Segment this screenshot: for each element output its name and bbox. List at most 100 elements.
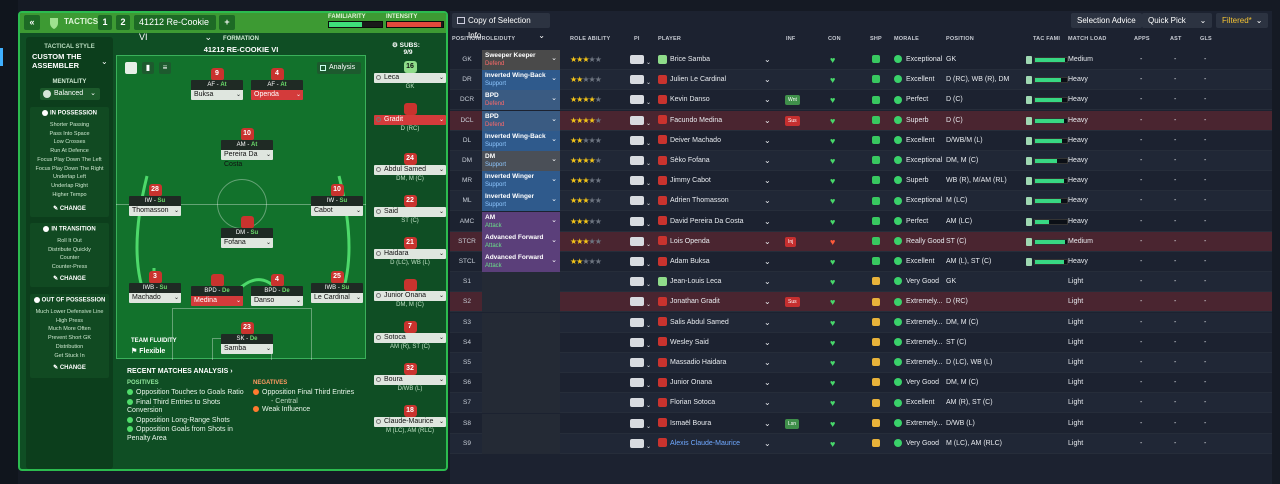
chevron-down-icon[interactable]: ⌄ <box>764 358 771 367</box>
role-duty-selector[interactable]: Inverted Winger Support ⌄ <box>482 171 560 192</box>
filter-dropdown[interactable]: Filtered* ⌄ <box>1216 13 1268 28</box>
pi-button[interactable]: ⌄ <box>630 232 651 252</box>
player-slot-machado[interactable]: 3 IWB - Su Machado ⌄ <box>129 271 181 303</box>
player-name[interactable]: Adrien Thomasson <box>658 191 768 211</box>
pi-button[interactable]: ⌄ <box>630 292 651 312</box>
quick-pick-button[interactable]: Quick Pick <box>1142 13 1198 28</box>
role-duty-selector[interactable]: Inverted Wing-Back Support ⌄ <box>482 130 560 151</box>
col-pi[interactable]: PI <box>634 36 640 42</box>
chevron-down-icon[interactable]: ⌄ <box>764 95 771 105</box>
col-shp[interactable]: SHP <box>870 36 882 42</box>
player-slot-fofana[interactable]: DM - Su Fofana ⌄ <box>221 216 273 248</box>
col-ast[interactable]: AST <box>1170 36 1182 42</box>
col-player[interactable]: PLAYER <box>658 36 682 42</box>
pi-button[interactable]: ⌄ <box>630 252 651 272</box>
table-row[interactable]: ML Inverted Winger Support ⌄ ★★★★★ ⌄ Adrien Th… <box>450 191 1272 212</box>
table-row[interactable]: DL Inverted Wing-Back Support ⌄ ★★★★★ ⌄ Deiver… <box>450 130 1272 151</box>
table-row[interactable]: STCR Advanced Forward Attack ⌄ ★★★★★ ⌄ Lois Op… <box>450 231 1272 252</box>
in-possession-change-button[interactable]: ✎ CHANGE <box>53 206 86 212</box>
col-position-role-duty[interactable]: POSITION/ROLE/DUTY <box>452 36 516 42</box>
player-name[interactable]: Massadio Haidara <box>658 353 768 373</box>
analysis-button[interactable]: Analysis <box>317 62 361 74</box>
player-name[interactable]: Deiver Machado <box>658 131 768 151</box>
chevron-down-icon[interactable]: ⌄ <box>764 75 771 85</box>
chevron-down-icon[interactable]: ⌄ <box>764 277 771 287</box>
col-tac-fami[interactable]: TAC FAMI <box>1033 36 1061 42</box>
pi-button[interactable]: ⌄ <box>630 313 651 333</box>
back-button[interactable]: « <box>24 15 40 30</box>
chevron-down-icon[interactable]: ⌄ <box>764 196 771 206</box>
table-row[interactable]: S8 ⌄ Ismaël Boura ⌄ Lsn ♥ Extremely... D/WB (L)… <box>450 413 1272 434</box>
col-position[interactable]: POSITION <box>946 36 974 42</box>
player-slot-samba[interactable]: 23 SK - De Samba ⌄ <box>221 322 273 354</box>
tactical-style-name[interactable]: CUSTOM THE ASSEMBLER <box>32 52 82 70</box>
player-name[interactable]: Sèko Fofana <box>658 151 768 171</box>
player-slot-medina[interactable]: BPD - De Medina ⌄ <box>191 274 243 306</box>
chevron-down-icon[interactable]: ⌄ <box>764 257 771 266</box>
player-slot-pereira-da-costa[interactable]: 10 AM - At Pereira Da Costa ⌄ <box>221 128 273 168</box>
player-name[interactable]: Lois Openda <box>658 232 768 252</box>
pi-button[interactable]: ⌄ <box>630 50 651 70</box>
tactic-slot-1[interactable]: 1 <box>98 15 112 30</box>
pi-button[interactable]: ⌄ <box>630 212 651 232</box>
chevron-down-icon[interactable]: ⌄ <box>764 418 771 428</box>
sub-slot-gradit[interactable]: Gradit ⌄ D (RC) <box>374 103 446 132</box>
player-name[interactable]: Ismaël Boura <box>658 414 768 434</box>
pi-button[interactable]: ⌄ <box>630 393 651 413</box>
player-name[interactable]: Jonathan Gradit <box>658 292 768 312</box>
role-duty-selector[interactable]: Inverted Winger Support ⌄ <box>482 191 560 212</box>
sub-slot-junior-onana[interactable]: Junior Onana ⌄ DM, M (C) <box>374 279 446 308</box>
sub-slot-leca[interactable]: 16 Leca ⌄ GK <box>374 61 446 90</box>
chevron-down-icon[interactable]: ⌄ <box>764 135 771 145</box>
table-row[interactable]: DCL BPD Defend ⌄ ★★★★★ ⌄ Facundo Medina ⌄ Sus ♥ Su… <box>450 110 1272 131</box>
table-row[interactable]: DM DM Support ⌄ ★★★★★ ⌄ Sèko Fofana ⌄ ♥ Exception… <box>450 151 1272 171</box>
mentality-dropdown[interactable]: Balanced ⌄ <box>40 88 100 100</box>
table-row[interactable]: S1 ⌄ Jean-Louis Leca ⌄ ♥ Very Good GK Light - - - <box>450 272 1272 293</box>
player-slot-le-cardinal[interactable]: 25 IWB - Su Le Cardinal ⌄ <box>311 271 363 303</box>
table-row[interactable]: STCL Advanced Forward Attack ⌄ ★★★★★ ⌄ Adam Bu… <box>450 252 1272 272</box>
stats-icon[interactable]: ▮ <box>142 62 154 74</box>
pi-button[interactable]: ⌄ <box>630 434 651 454</box>
table-row[interactable]: S3 ⌄ Salis Abdul Samed ⌄ ♥ Extremely... DM, M … <box>450 312 1272 333</box>
pi-button[interactable]: ⌄ <box>630 353 651 373</box>
player-name[interactable]: Kevin Danso <box>658 90 768 110</box>
role-duty-selector[interactable]: Advanced Forward Attack ⌄ <box>482 252 560 272</box>
player-name[interactable]: Junior Onana <box>658 373 768 393</box>
role-duty-selector[interactable]: DM Support ⌄ <box>482 151 560 171</box>
pi-button[interactable]: ⌄ <box>630 191 651 211</box>
chevron-down-icon[interactable]: ⌄ <box>764 438 771 448</box>
sub-slot-haidara[interactable]: 21 Haidara ⌄ D (LC), WB (L) <box>374 237 446 266</box>
col-match-load[interactable]: MATCH LOAD <box>1068 36 1107 42</box>
table-row[interactable]: DCR BPD Defend ⌄ ★★★★★ ⌄ Kevin Danso ⌄ Wnt ♥ Perfe… <box>450 90 1272 111</box>
selection-advice-button[interactable]: Selection Advice <box>1071 13 1142 28</box>
player-name[interactable]: Jean-Louis Leca <box>658 272 768 292</box>
chevron-down-icon[interactable]: ⌄ <box>764 378 771 388</box>
table-row[interactable]: S4 ⌄ Wesley Said ⌄ ♥ Extremely... ST (C) Light -… <box>450 332 1272 353</box>
player-name[interactable]: Florian Sotoca <box>658 393 768 413</box>
table-row[interactable]: GK Sweeper Keeper Defend ⌄ ★★★★★ ⌄ Brice Samba… <box>450 50 1272 70</box>
player-name[interactable]: Facundo Medina <box>658 111 768 131</box>
table-row[interactable]: S5 ⌄ Massadio Haidara ⌄ ♥ Extremely... D (LC),… <box>450 353 1272 373</box>
player-name[interactable]: Jimmy Cabot <box>658 171 768 191</box>
table-row[interactable]: DR Inverted Wing-Back Support ⌄ ★★★★★ ⌄ Julien… <box>450 70 1272 91</box>
view-selector[interactable]: Copy of Selection Info ⌄ <box>452 13 550 40</box>
tactic-name-dropdown[interactable]: 41212 Re-Cookie VI ⌄ <box>134 15 216 42</box>
player-name[interactable]: Brice Samba <box>658 50 768 70</box>
table-row[interactable]: S9 ⌄ Alexis Claude-Maurice ⌄ ♥ Very Good M (LC… <box>450 433 1272 454</box>
player-name[interactable]: Julien Le Cardinal <box>658 70 768 90</box>
role-duty-selector[interactable]: BPD Defend ⌄ <box>482 110 560 131</box>
player-slot-buksa[interactable]: 9 AF - At Buksa ⌄ <box>191 68 243 100</box>
chevron-down-icon[interactable]: ⌄ <box>101 57 108 66</box>
chevron-down-icon[interactable]: ⌄ <box>1194 13 1212 28</box>
player-slot-openda[interactable]: 4 AF - At Openda ⌄ <box>251 68 303 100</box>
table-row[interactable]: S2 ⌄ Jonathan Gradit ⌄ Sus ♥ Extremely... D (RC… <box>450 292 1272 313</box>
pi-button[interactable]: ⌄ <box>630 90 651 110</box>
player-name[interactable]: Alexis Claude-Maurice <box>658 434 768 454</box>
col-con[interactable]: CON <box>828 36 841 42</box>
role-duty-selector[interactable]: Inverted Wing-Back Support ⌄ <box>482 70 560 91</box>
table-row[interactable]: MR Inverted Winger Support ⌄ ★★★★★ ⌄ Jimmy Cab… <box>450 171 1272 192</box>
pi-button[interactable]: ⌄ <box>630 333 651 353</box>
add-tactic-button[interactable]: + <box>219 15 235 30</box>
chevron-down-icon[interactable]: ⌄ <box>764 55 771 64</box>
sub-slot-abdul-samed[interactable]: 24 Abdul Samed ⌄ DM, M (C) <box>374 153 446 182</box>
